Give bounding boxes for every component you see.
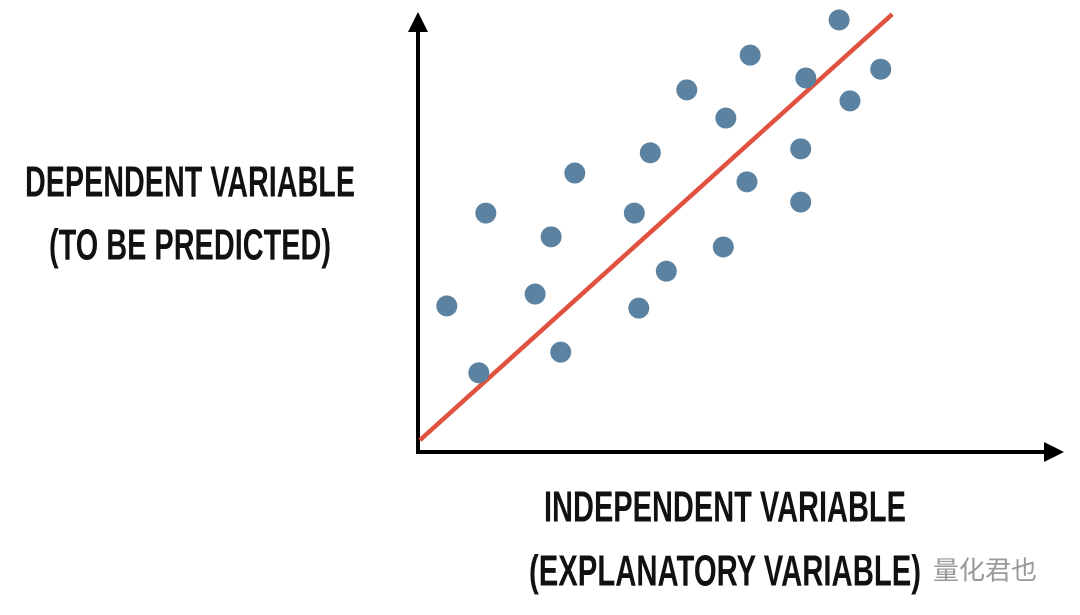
- scatter-point: [540, 226, 562, 248]
- scatter-point: [790, 191, 812, 213]
- scatter-point: [468, 362, 490, 384]
- scatter-point: [475, 202, 497, 224]
- scatter-point: [628, 297, 650, 319]
- scatter-point: [795, 67, 817, 89]
- scatter-point: [524, 283, 546, 305]
- x-axis-label: (EXPLANATORY VARIABLE): [529, 547, 921, 596]
- scatter-point: [623, 202, 645, 224]
- scatter-point: [790, 138, 812, 160]
- y-axis-label: DEPENDENT VARIABLE: [25, 158, 355, 207]
- scatter-point: [870, 58, 892, 80]
- watermark: 量化君也: [933, 557, 1037, 587]
- scatter-point: [639, 142, 661, 164]
- scatter-point: [436, 295, 458, 317]
- y-axis-label: (TO BE PREDICTED): [49, 221, 331, 270]
- x-axis-label: INDEPENDENT VARIABLE: [544, 483, 906, 532]
- scatter-point: [676, 79, 698, 101]
- scatter-point: [712, 236, 734, 258]
- scatter-point: [550, 341, 572, 363]
- scatter-point: [715, 107, 737, 129]
- trend-line: [418, 12, 894, 442]
- scatter-point: [739, 44, 761, 66]
- scatter-point: [828, 9, 850, 31]
- scatter-point: [564, 162, 586, 184]
- scatter-point: [839, 90, 861, 112]
- scatter-point: [736, 171, 758, 193]
- scatter-point: [655, 260, 677, 282]
